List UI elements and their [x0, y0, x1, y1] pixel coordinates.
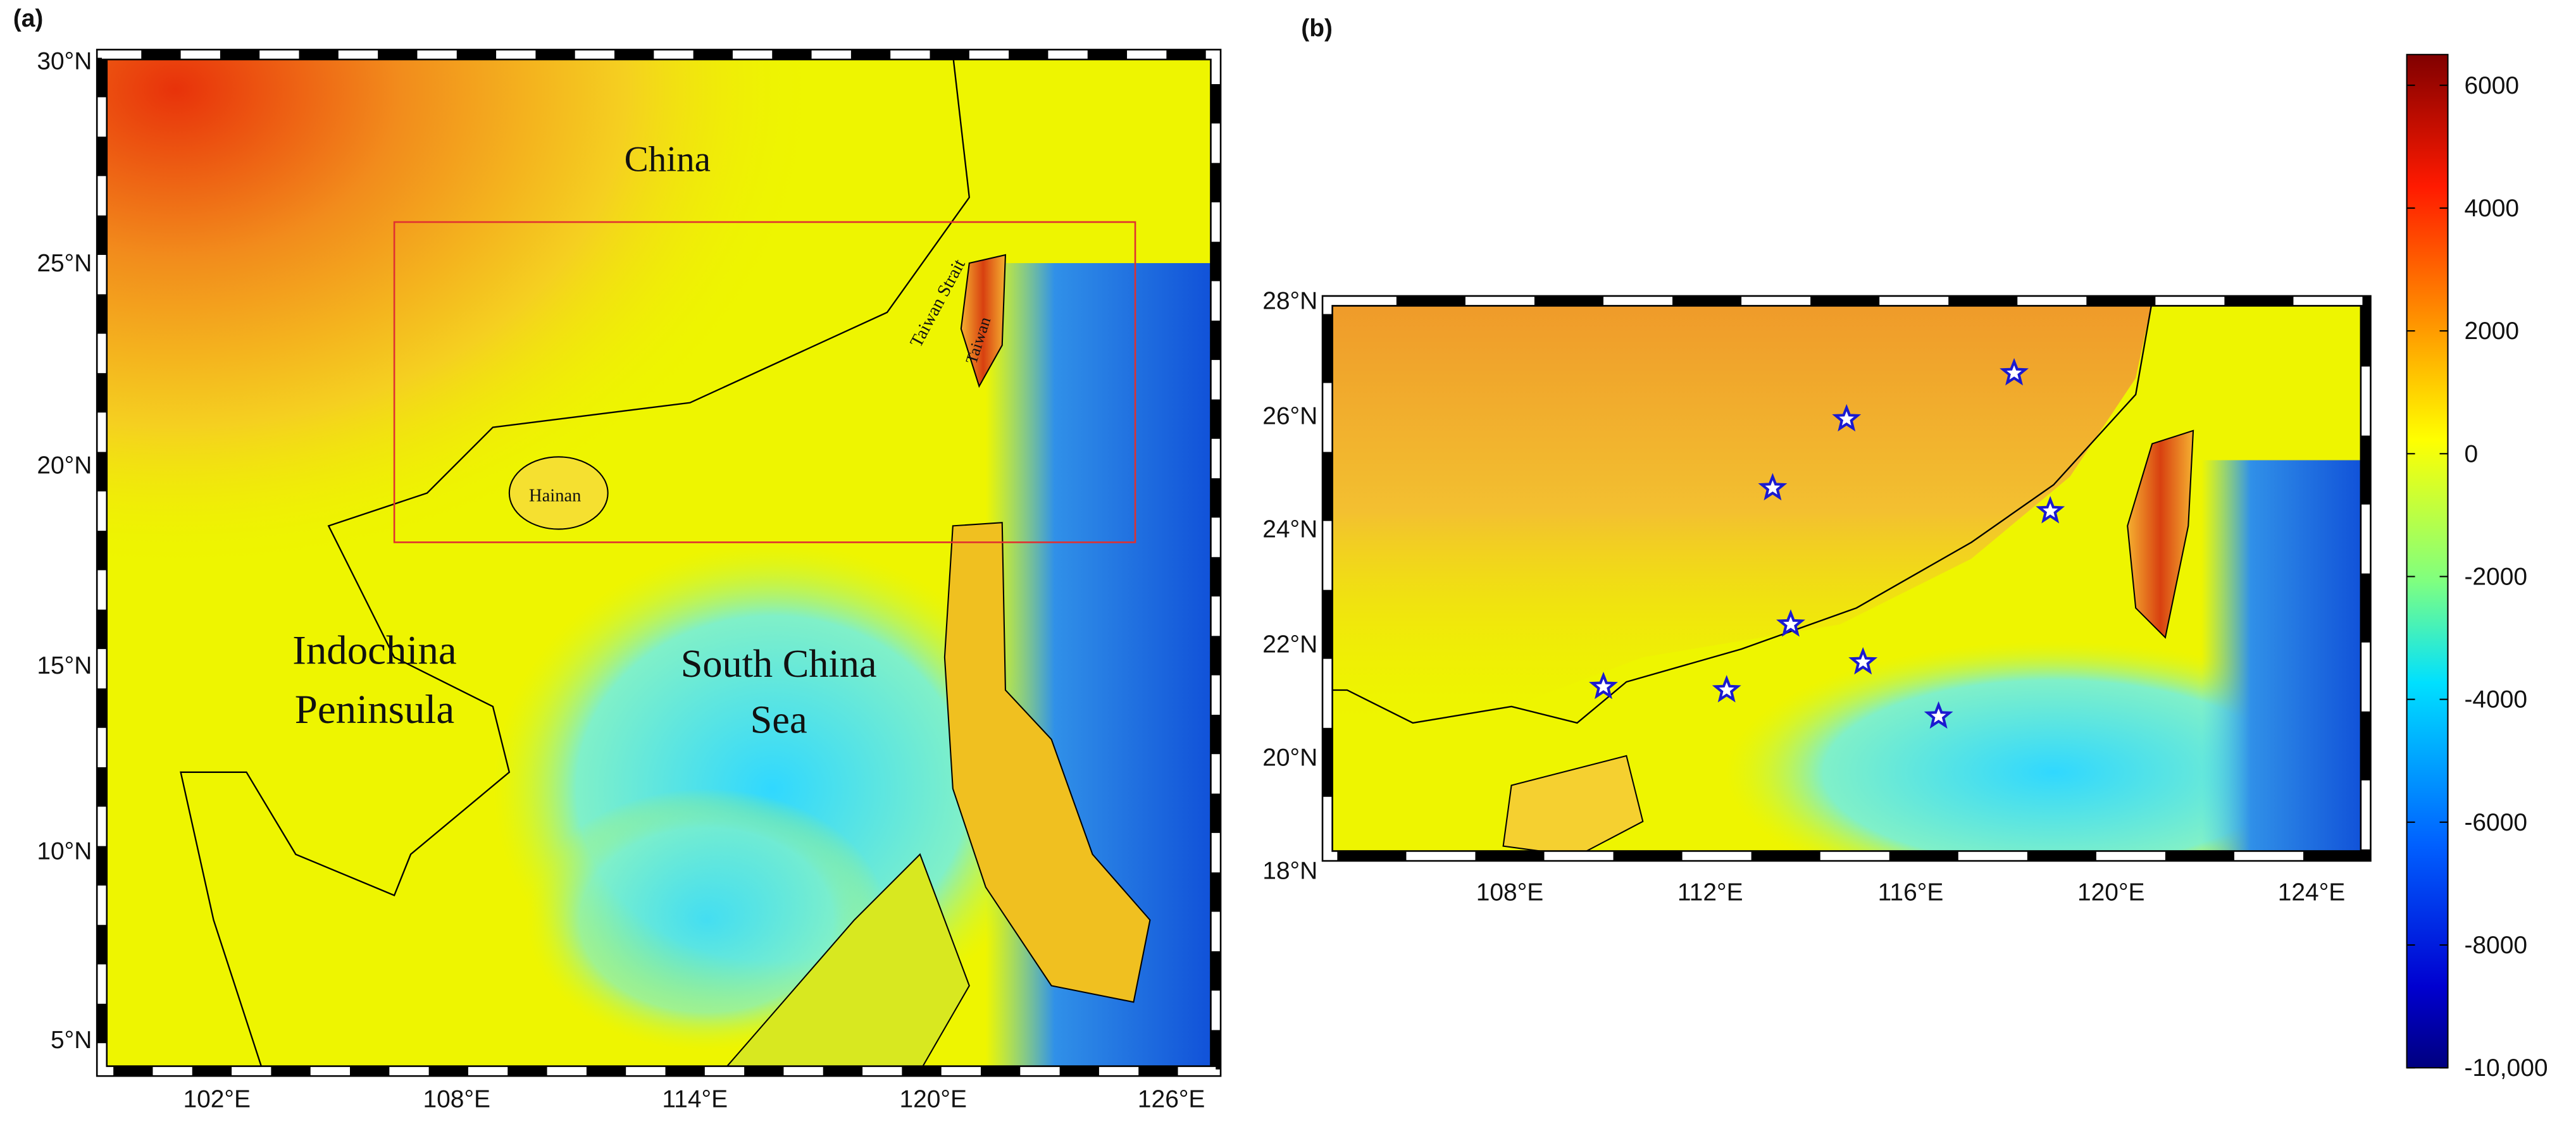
map-a	[101, 54, 1216, 1072]
panel-label: (b)	[1301, 15, 1333, 42]
place-name: Peninsula	[295, 687, 454, 732]
lat-tick-label: 20°N	[1262, 744, 1317, 771]
place-name: Hainan	[529, 486, 581, 505]
island	[1502, 755, 1644, 856]
lon-tick-label: 108°E	[1476, 879, 1544, 906]
lon-tick-label: 120°E	[2077, 879, 2145, 906]
station-marker	[2036, 496, 2065, 524]
station-marker	[1758, 472, 1788, 501]
station-marker	[1848, 647, 1878, 675]
lon-tick-label: 108°E	[423, 1085, 491, 1113]
island	[2127, 429, 2194, 639]
station-marker	[1832, 404, 1862, 432]
lat-tick-label: 30°N	[37, 48, 92, 75]
lat-tick-label: 20°N	[37, 452, 92, 479]
terrain-high	[1327, 300, 2153, 723]
station-marker	[1589, 671, 1618, 700]
lon-tick-label: 126°E	[1138, 1085, 1205, 1113]
lat-tick-label: 25°N	[37, 250, 92, 277]
map-frame	[97, 50, 1220, 1075]
lat-tick-label: 18°N	[1262, 858, 1317, 885]
place-name: Sea	[750, 698, 807, 742]
colorbar-tick-label: -8000	[2464, 932, 2527, 959]
lon-tick-label: 112°E	[1677, 879, 1743, 906]
place-name: China	[625, 140, 711, 180]
lon-tick-label: 114°E	[662, 1085, 728, 1113]
lon-tick-label: 102°E	[183, 1085, 251, 1113]
study-area-box	[393, 221, 1136, 543]
colorbar-tick-label: -6000	[2464, 809, 2527, 836]
colorbar-tick-label: 0	[2464, 440, 2478, 467]
coastline	[101, 54, 971, 1072]
station-marker	[1776, 609, 1805, 637]
lon-tick-label: 124°E	[2278, 879, 2346, 906]
colorbar	[2406, 54, 2449, 1069]
lat-tick-label: 26°N	[1262, 402, 1317, 429]
island	[960, 254, 1007, 388]
map-b	[1327, 300, 2366, 856]
place-name: Indochina	[292, 627, 456, 673]
lat-tick-label: 24°N	[1262, 516, 1317, 543]
place-name: South China	[681, 642, 877, 686]
deep-ocean	[2201, 460, 2366, 856]
lat-tick-label: 28°N	[1262, 288, 1317, 315]
island	[943, 522, 1151, 1003]
map-frame	[1323, 297, 2370, 860]
island	[508, 456, 609, 530]
lon-tick-label: 120°E	[899, 1085, 967, 1113]
station-marker	[1712, 675, 1741, 703]
lon-tick-label: 116°E	[1878, 879, 1944, 906]
colorbar-tick-label: 4000	[2464, 195, 2519, 222]
lat-tick-label: 22°N	[1262, 631, 1317, 658]
station-marker	[2000, 358, 2029, 386]
lat-tick-label: 15°N	[37, 652, 92, 679]
station-marker	[1924, 701, 1953, 729]
lat-tick-label: 5°N	[51, 1027, 92, 1054]
colorbar-tick-label: 6000	[2464, 72, 2519, 99]
island	[721, 853, 970, 1072]
colorbar-tick-label: -10,000	[2464, 1054, 2548, 1082]
panel-label: (a)	[13, 5, 44, 32]
colorbar-tick-label: 2000	[2464, 318, 2519, 345]
coastline	[1327, 300, 2153, 724]
colorbar-tick-label: -4000	[2464, 686, 2527, 713]
colorbar-tick-label: -2000	[2464, 563, 2527, 590]
lat-tick-label: 10°N	[37, 837, 92, 865]
